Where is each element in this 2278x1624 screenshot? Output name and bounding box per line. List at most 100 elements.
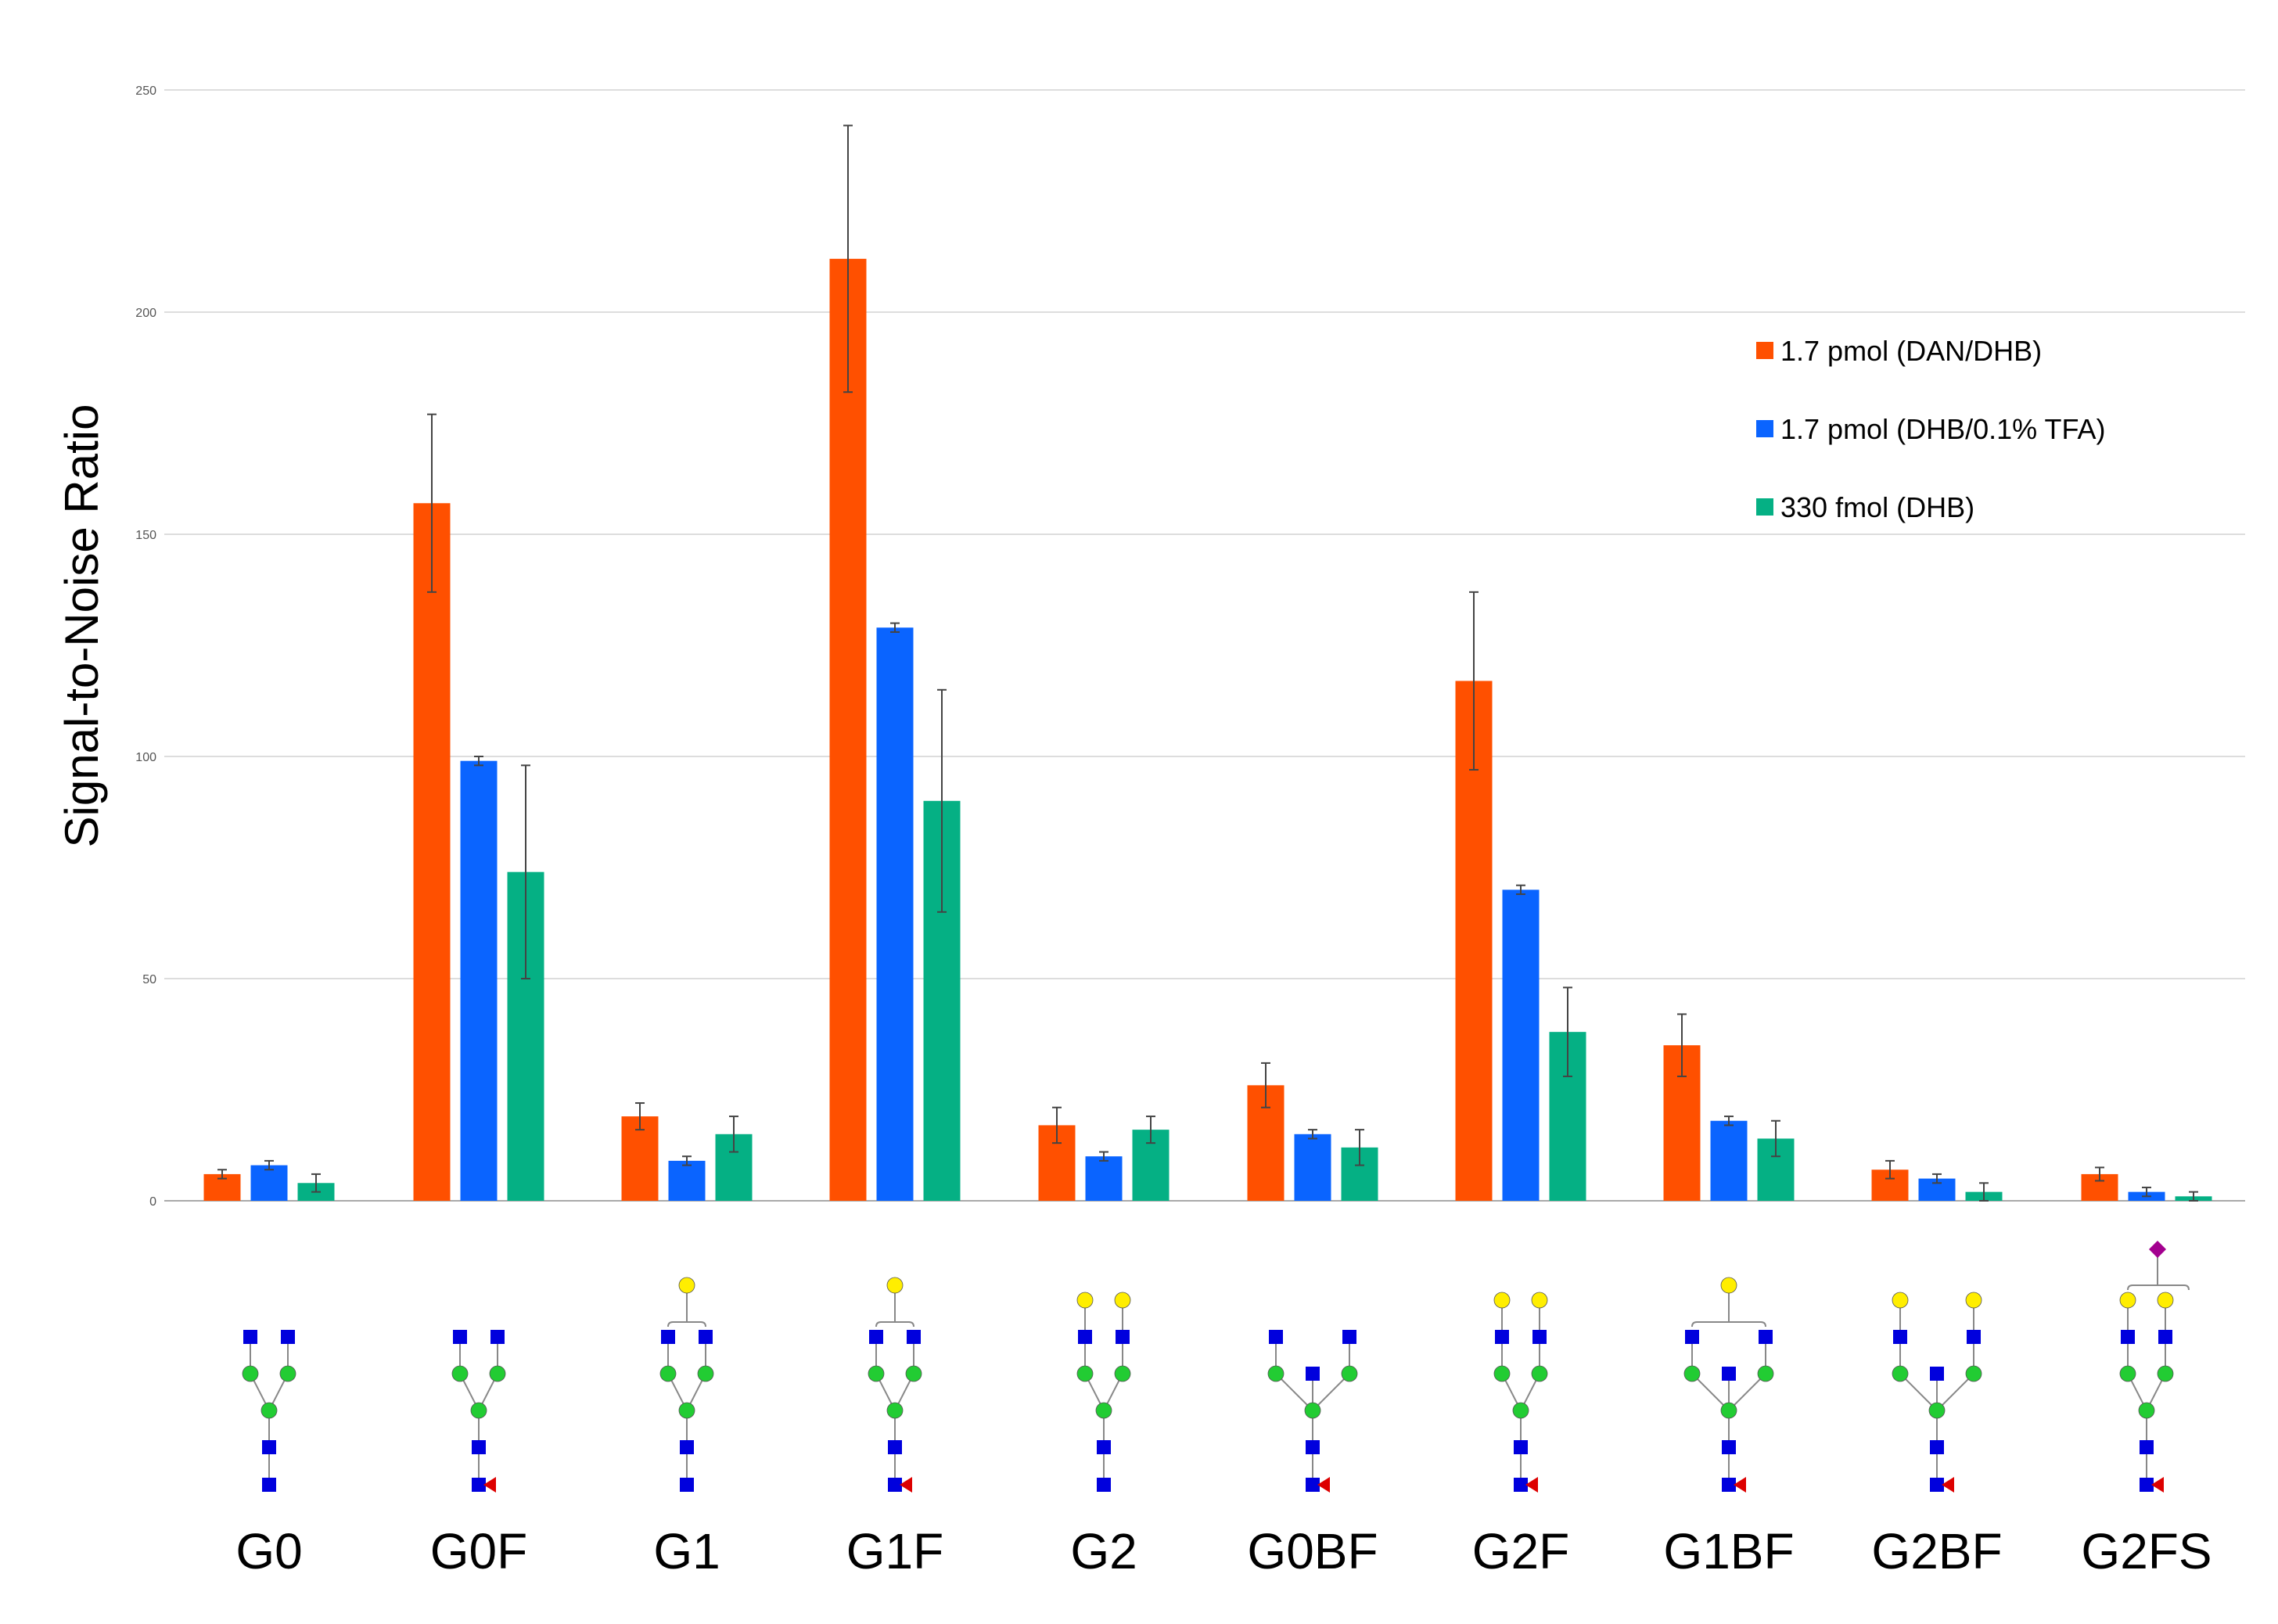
bar — [460, 760, 498, 1201]
blue-square-icon — [2140, 1440, 2154, 1454]
green-circle-icon — [1095, 1402, 1112, 1419]
yellow-circle-icon — [1493, 1292, 1511, 1309]
category-label: G1F — [846, 1523, 943, 1579]
glycosidic-linkage — [1936, 1373, 1974, 1411]
green-circle-icon — [1531, 1365, 1548, 1382]
blue-square-icon — [1722, 1478, 1736, 1492]
glycan-structure-g2bf — [1892, 1292, 1982, 1493]
red-triangle-icon — [1734, 1477, 1746, 1493]
yellow-circle-icon — [2157, 1292, 2174, 1309]
green-circle-icon — [1114, 1365, 1131, 1382]
glycosidic-linkage — [1312, 1373, 1350, 1411]
blue-square-icon — [1514, 1440, 1528, 1454]
bar — [1502, 889, 1540, 1201]
blue-square-icon — [281, 1330, 295, 1344]
category-label: G2BF — [1871, 1523, 2002, 1579]
yellow-circle-icon — [1720, 1277, 1737, 1294]
category-label: G2 — [1070, 1523, 1137, 1579]
y-axis-title: Signal-to-Noise Ratio — [56, 404, 108, 848]
glycosidic-linkage — [1691, 1373, 1730, 1411]
blue-square-icon — [1116, 1330, 1130, 1344]
blue-square-icon — [490, 1330, 505, 1344]
blue-square-icon — [661, 1330, 675, 1344]
blue-square-icon — [1078, 1330, 1092, 1344]
blue-square-icon — [1097, 1440, 1111, 1454]
blue-square-icon — [472, 1478, 486, 1492]
bar — [250, 1165, 288, 1201]
blue-square-icon — [1722, 1440, 1736, 1454]
y-tick-label: 200 — [135, 307, 156, 320]
yellow-circle-icon — [1114, 1292, 1131, 1309]
red-triangle-icon — [483, 1477, 496, 1493]
linkage-bracket — [2127, 1284, 2190, 1291]
legend-swatch — [1756, 420, 1773, 437]
green-circle-icon — [451, 1365, 469, 1382]
green-circle-icon — [697, 1365, 714, 1382]
red-triangle-icon — [900, 1477, 912, 1493]
green-circle-icon — [1892, 1365, 1909, 1382]
green-circle-icon — [470, 1402, 487, 1419]
blue-square-icon — [1930, 1440, 1944, 1454]
linkage-bracket — [875, 1321, 914, 1328]
glycosidic-linkage — [1899, 1373, 1938, 1411]
bar — [413, 503, 451, 1201]
blue-square-icon — [1306, 1367, 1320, 1381]
blue-square-icon — [699, 1330, 713, 1344]
green-circle-icon — [279, 1365, 296, 1382]
green-circle-icon — [678, 1402, 695, 1419]
blue-square-icon — [243, 1330, 257, 1344]
yellow-circle-icon — [1965, 1292, 1982, 1309]
yellow-circle-icon — [1076, 1292, 1094, 1309]
blue-square-icon — [1722, 1367, 1736, 1381]
bar — [1294, 1134, 1331, 1201]
linkage-bracket — [667, 1321, 706, 1328]
legend-swatch — [1756, 498, 1773, 516]
bar — [1710, 1120, 1748, 1201]
yellow-circle-icon — [2119, 1292, 2136, 1309]
green-circle-icon — [2157, 1365, 2174, 1382]
legend-swatch — [1756, 342, 1773, 359]
green-circle-icon — [1267, 1365, 1285, 1382]
red-triangle-icon — [1317, 1477, 1330, 1493]
green-circle-icon — [260, 1402, 278, 1419]
blue-square-icon — [680, 1478, 694, 1492]
glycan-structure-g0 — [242, 1330, 296, 1492]
green-circle-icon — [1683, 1365, 1701, 1382]
y-tick-label: 150 — [135, 529, 156, 542]
bar — [1085, 1156, 1123, 1201]
glycan-structure-g0f — [451, 1330, 506, 1493]
blue-square-icon — [1306, 1440, 1320, 1454]
category-label: G0 — [235, 1523, 302, 1579]
blue-square-icon — [1930, 1478, 1944, 1492]
green-circle-icon — [1341, 1365, 1358, 1382]
blue-square-icon — [2140, 1478, 2154, 1492]
green-circle-icon — [1493, 1365, 1511, 1382]
y-tick-label: 0 — [149, 1195, 156, 1209]
blue-square-icon — [869, 1330, 883, 1344]
blue-square-icon — [1930, 1367, 1944, 1381]
blue-square-icon — [888, 1478, 902, 1492]
bar — [876, 627, 914, 1201]
yellow-circle-icon — [886, 1277, 904, 1294]
glycan-structure-g1bf — [1683, 1277, 1774, 1493]
yellow-circle-icon — [1531, 1292, 1548, 1309]
glycan-structure-g2fs — [2119, 1241, 2190, 1493]
green-circle-icon — [868, 1365, 885, 1382]
green-circle-icon — [886, 1402, 904, 1419]
green-circle-icon — [489, 1365, 506, 1382]
category-label: G2F — [1472, 1523, 1569, 1579]
blue-square-icon — [907, 1330, 921, 1344]
blue-square-icon — [1685, 1330, 1699, 1344]
linkage-bracket — [1691, 1321, 1766, 1328]
bar — [668, 1160, 706, 1201]
y-tick-label: 250 — [135, 84, 156, 98]
yellow-circle-icon — [1892, 1292, 1909, 1309]
category-label: G1BF — [1663, 1523, 1794, 1579]
blue-square-icon — [2121, 1330, 2135, 1344]
legend-label: 1.7 pmol (DAN/DHB) — [1780, 335, 2042, 367]
green-circle-icon — [242, 1365, 259, 1382]
glycan-structure-g1 — [659, 1277, 714, 1492]
blue-square-icon — [1532, 1330, 1547, 1344]
purple-diamond-icon — [2149, 1241, 2166, 1258]
green-circle-icon — [2138, 1402, 2155, 1419]
